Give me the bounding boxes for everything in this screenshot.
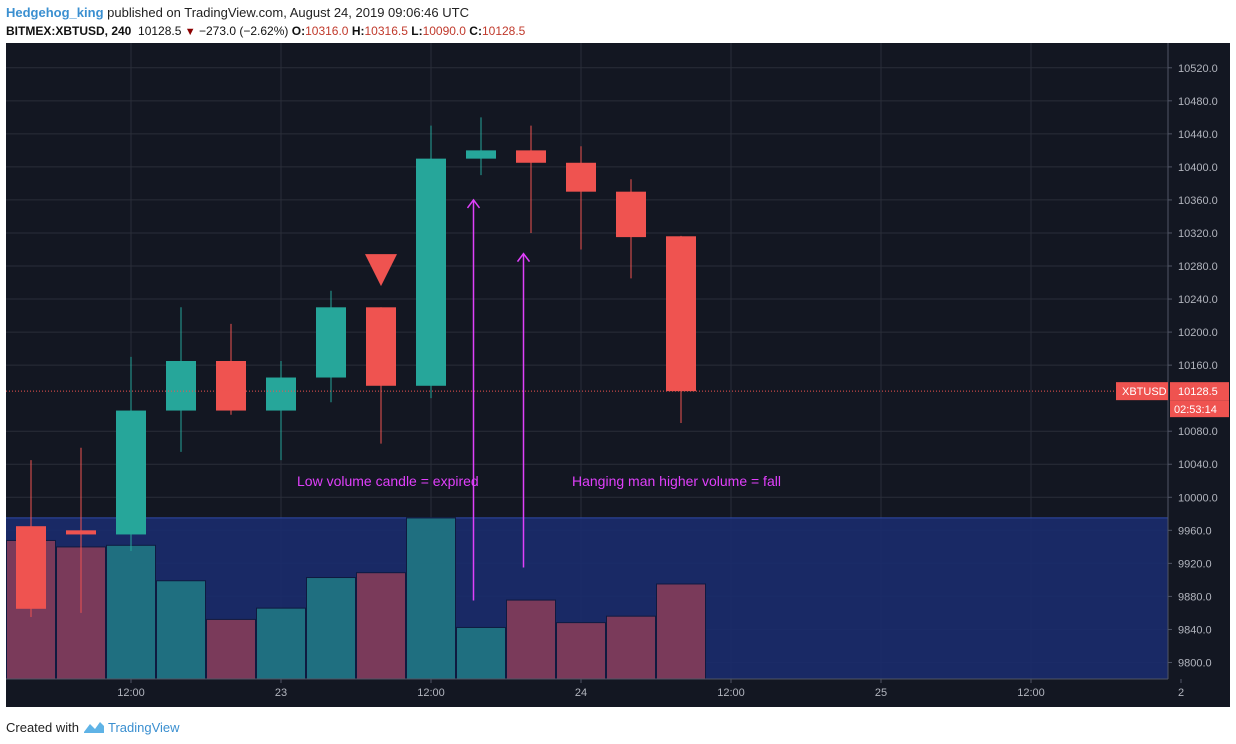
price-tick-label: 10400.0 — [1178, 162, 1218, 174]
down-triangle-icon: ▼ — [184, 26, 196, 38]
low-label: L: — [411, 24, 423, 38]
author-link[interactable]: Hedgehog_king — [6, 5, 104, 20]
time-axis[interactable] — [6, 679, 1230, 707]
price-tick-label: 10040.0 — [1178, 459, 1218, 471]
volume-bar — [656, 583, 706, 680]
annotation-text: Hanging man higher volume = fall — [572, 473, 781, 489]
close-value: 10128.5 — [481, 24, 526, 38]
created-with-text: Created with — [6, 719, 79, 735]
time-tick-label: 24 — [575, 687, 587, 699]
last-price-badge — [1170, 382, 1229, 401]
published-text: published on TradingView.com, August 24,… — [107, 5, 469, 20]
symbol-label: BITMEX:XBTUSD, 240 — [6, 24, 132, 38]
candle-body — [366, 307, 396, 386]
open-value: 10316.0 — [305, 24, 349, 38]
candle-body — [166, 361, 196, 411]
tradingview-brand[interactable]: TradingView — [83, 720, 180, 735]
candle-body — [666, 236, 696, 392]
candle-body — [416, 158, 446, 386]
volume-bar — [56, 546, 106, 680]
price-tick-label: 10240.0 — [1178, 294, 1218, 306]
price-chart[interactable]: Low volume candle = expired Hanging man h… — [6, 43, 1230, 707]
volume-bar — [506, 599, 556, 680]
publish-line: Hedgehog_king published on TradingView.c… — [6, 4, 1230, 22]
volume-bar — [356, 572, 406, 680]
price-tick-label: 10520.0 — [1178, 63, 1218, 75]
price-tick-label: 9840.0 — [1178, 624, 1212, 636]
candle-body — [266, 377, 296, 411]
price-axis[interactable] — [1168, 43, 1230, 679]
symbol-badge-text: XBTUSD — [1122, 386, 1167, 398]
volume-bar — [556, 622, 606, 680]
volume-bar — [156, 580, 206, 680]
price-tick-label: 10160.0 — [1178, 360, 1218, 372]
time-tick-label: 12:00 — [717, 687, 745, 699]
price-tick-label: 10320.0 — [1178, 228, 1218, 240]
volume-bar — [206, 618, 256, 680]
last-price: 10128.5 — [138, 24, 182, 38]
candle-body — [16, 526, 46, 609]
candle-body — [616, 191, 646, 238]
price-tick-label: 10080.0 — [1178, 426, 1218, 438]
footer: Created with TradingView — [6, 718, 180, 736]
last-price-badge-text: 10128.5 — [1178, 386, 1218, 398]
time-tick-label: 12:00 — [117, 687, 145, 699]
volume-bar — [606, 615, 656, 680]
volume-bar — [406, 517, 456, 680]
chart-header: Hedgehog_king published on TradingView.c… — [6, 4, 1230, 40]
price-tick-label: 10200.0 — [1178, 327, 1218, 339]
candle-body — [566, 162, 596, 192]
annotation-arrowhead — [466, 198, 481, 209]
volume-bar — [256, 607, 306, 680]
open-label: O: — [291, 24, 306, 38]
candle-body — [216, 361, 246, 411]
ohlc-line: BITMEX:XBTUSD, 240 10128.5 ▼ −273.0 (−2.… — [6, 22, 1230, 40]
time-tick-label: 2 — [1178, 687, 1184, 699]
brand-label: TradingView — [107, 719, 180, 735]
candle-body — [66, 530, 96, 535]
candle-body — [466, 150, 496, 159]
volume-bar — [456, 626, 506, 680]
low-value: 10090.0 — [422, 24, 466, 38]
high-label: H: — [351, 24, 365, 38]
time-tick-label: 23 — [275, 687, 287, 699]
price-tick-label: 10280.0 — [1178, 261, 1218, 273]
sell-marker-icon — [365, 254, 397, 287]
candle-body — [516, 150, 546, 163]
close-label: C: — [469, 24, 482, 38]
volume-bar — [306, 577, 356, 680]
price-tick-label: 10440.0 — [1178, 129, 1218, 141]
price-tick-label: 10360.0 — [1178, 195, 1218, 207]
price-tick-label: 9920.0 — [1178, 558, 1212, 570]
countdown-text: 02:53:14 — [1174, 404, 1217, 416]
high-value: 10316.5 — [364, 24, 408, 38]
time-tick-label: 12:00 — [1017, 687, 1045, 699]
annotation-text: Low volume candle = expired — [297, 473, 479, 489]
annotation-arrowhead — [516, 252, 531, 263]
candle-body — [316, 307, 346, 378]
volume-bar — [106, 544, 156, 680]
price-change: −273.0 (−2.62%) — [199, 24, 289, 38]
countdown-badge — [1170, 400, 1229, 418]
time-tick-label: 25 — [875, 687, 887, 699]
price-tick-label: 10480.0 — [1178, 96, 1218, 108]
symbol-badge — [1116, 382, 1168, 401]
time-tick-label: 12:00 — [417, 687, 445, 699]
price-tick-label: 10000.0 — [1178, 492, 1218, 504]
tradingview-logo-icon — [83, 722, 104, 733]
price-tick-label: 9960.0 — [1178, 525, 1212, 537]
candle-body — [116, 410, 146, 535]
price-tick-label: 9880.0 — [1178, 591, 1212, 603]
price-tick-label: 9800.0 — [1178, 657, 1212, 669]
